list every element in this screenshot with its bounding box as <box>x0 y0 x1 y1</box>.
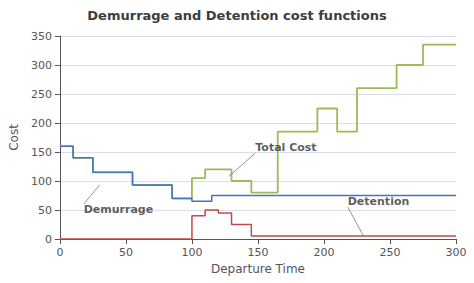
svg-text:Detention: Detention <box>348 195 410 208</box>
svg-text:0: 0 <box>56 246 63 259</box>
svg-text:300: 300 <box>446 246 467 259</box>
svg-text:Demurrage: Demurrage <box>84 203 153 216</box>
svg-text:100: 100 <box>181 246 202 259</box>
svg-text:Demurrage and Detention cost f: Demurrage and Detention cost functions <box>87 8 387 23</box>
svg-text:250: 250 <box>379 246 400 259</box>
svg-text:200: 200 <box>31 117 52 130</box>
svg-text:150: 150 <box>247 246 268 259</box>
svg-text:250: 250 <box>31 88 52 101</box>
svg-text:0: 0 <box>45 233 52 246</box>
svg-text:Cost: Cost <box>7 124 21 151</box>
svg-text:200: 200 <box>313 246 334 259</box>
svg-text:50: 50 <box>119 246 133 259</box>
svg-text:Departure Time: Departure Time <box>211 262 305 276</box>
svg-text:300: 300 <box>31 59 52 72</box>
svg-text:350: 350 <box>31 30 52 43</box>
svg-text:50: 50 <box>38 204 52 217</box>
svg-text:150: 150 <box>31 146 52 159</box>
svg-text:100: 100 <box>31 175 52 188</box>
svg-text:Total Cost: Total Cost <box>255 141 316 154</box>
